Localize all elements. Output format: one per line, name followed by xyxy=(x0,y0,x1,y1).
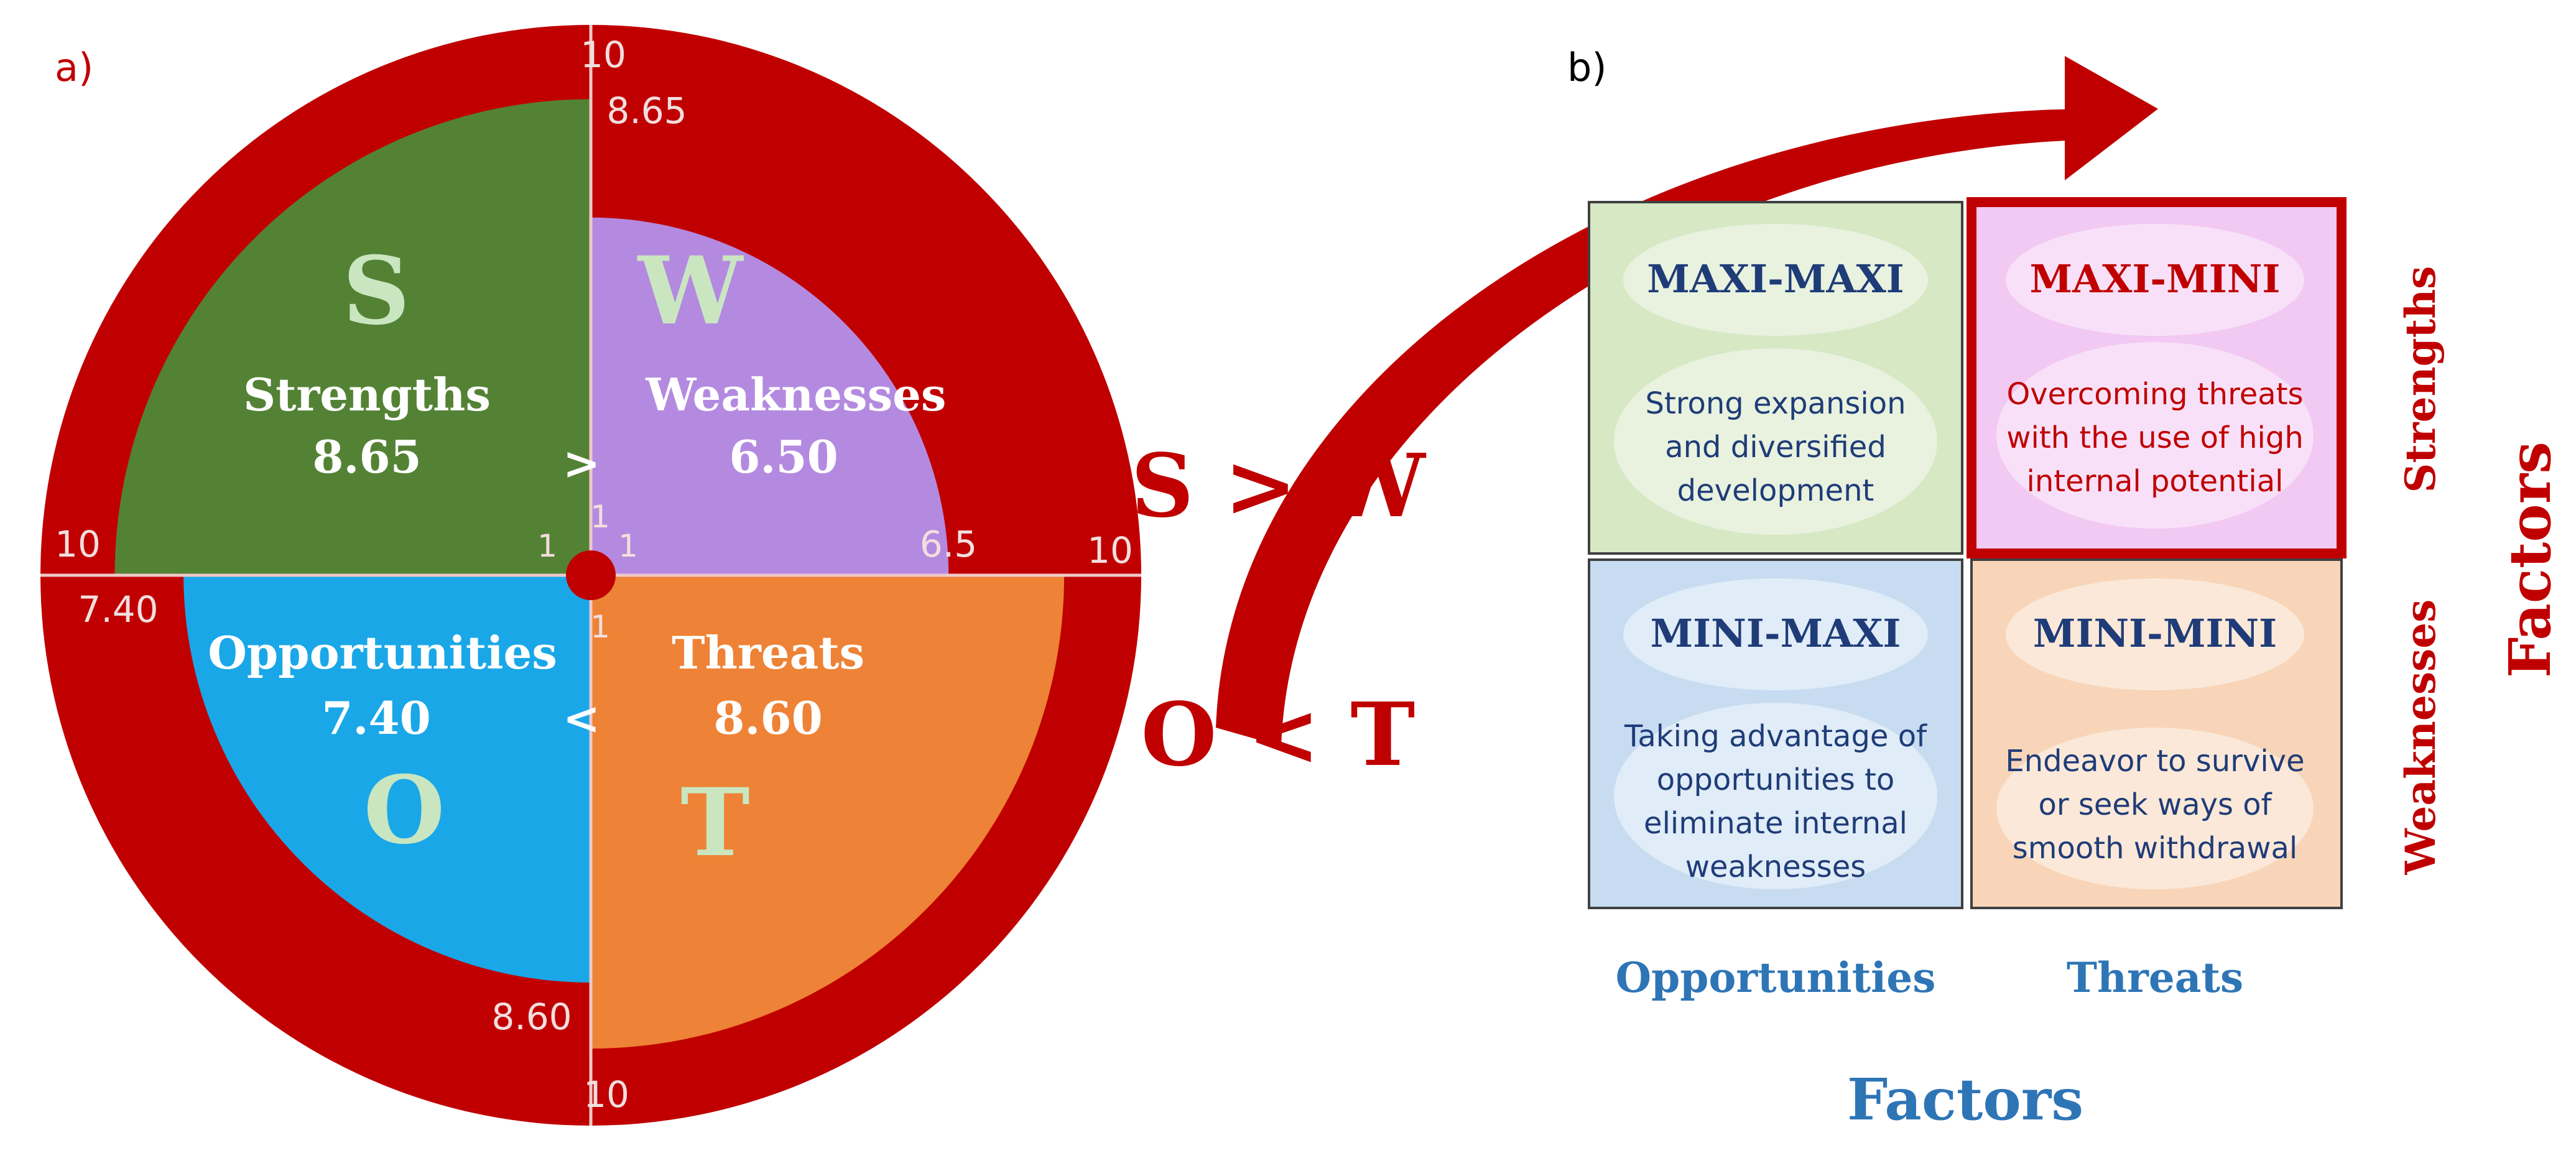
center-dot xyxy=(566,550,616,600)
col-axis-title: Factors xyxy=(1847,1066,2083,1133)
axis-center-right: 1 xyxy=(618,528,638,564)
cell-mini-maxi: MINI-MAXI Taking advantage of opportunit… xyxy=(1588,558,1963,909)
opportunities-quadrant xyxy=(183,575,591,983)
cell-maxi-mini-text-ellipse xyxy=(1996,342,2314,529)
threats-label: Threats xyxy=(672,626,864,679)
axis-right-max: 10 xyxy=(1087,529,1133,572)
strengths-quadrant xyxy=(114,99,591,576)
axis-right-value: 6.5 xyxy=(920,523,977,565)
cell-mini-mini-box xyxy=(1970,558,2343,909)
row-label-strengths: Strengths xyxy=(2396,266,2445,493)
panel-b-label: b) xyxy=(1567,45,1607,90)
cell-mini-mini-line-2: or seek ways of xyxy=(2038,787,2272,822)
cell-mini-maxi-box xyxy=(1588,558,1963,909)
opportunities-label: Opportunities xyxy=(208,626,557,679)
axis-center-bottom: 1 xyxy=(590,609,610,645)
strengths-letter: S xyxy=(343,236,410,346)
strengths-label: Strengths xyxy=(243,368,491,421)
cell-maxi-maxi-title: MAXI-MAXI xyxy=(1647,256,1904,302)
cell-maxi-maxi-line-3: development xyxy=(1677,473,1874,508)
cell-mini-maxi-title: MINI-MAXI xyxy=(1651,611,1901,656)
cell-maxi-maxi-box xyxy=(1588,201,1963,555)
cell-maxi-maxi-title-ellipse xyxy=(1623,224,1928,336)
axis-top-max: 10 xyxy=(580,34,626,76)
row-axis-title: Factors xyxy=(2496,442,2564,678)
cell-mini-mini-text-ellipse xyxy=(1996,728,2314,889)
cell-maxi-mini-title: MAXI-MINI xyxy=(2030,256,2281,302)
threats-quadrant xyxy=(591,575,1065,1049)
axis-left-value: 7.40 xyxy=(78,588,158,631)
col-label-threats: Threats xyxy=(2067,953,2243,1002)
axis-top-value: 8.65 xyxy=(606,90,687,132)
axis-left-max: 10 xyxy=(55,523,101,565)
weaknesses-value: 6.50 xyxy=(729,430,838,483)
axis-center-left: 1 xyxy=(537,528,557,564)
compare-sw-symbol: > xyxy=(563,437,600,489)
strengths-value: 8.65 xyxy=(312,430,421,483)
axis-bottom-max: 10 xyxy=(583,1073,629,1116)
cell-maxi-maxi-line-2: and diversified xyxy=(1665,430,1886,465)
cell-mini-maxi-title-ellipse xyxy=(1623,578,1928,690)
strategy-matrix: MAXI-MAXI Strong expansion and diversifi… xyxy=(1588,197,2347,909)
comparison-sw: S > W xyxy=(1131,435,1426,537)
cell-mini-mini: MINI-MINI Endeavor to survive or seek wa… xyxy=(1970,558,2343,909)
swot-wheel: S W O T Strengths 8.65 Weaknesses 6.50 O… xyxy=(40,25,1141,1126)
threats-letter: T xyxy=(680,768,750,877)
weaknesses-quadrant xyxy=(591,217,949,575)
threats-value: 8.60 xyxy=(713,692,822,744)
cell-mini-mini-title-ellipse xyxy=(2006,578,2304,690)
cell-mini-maxi-text-ellipse xyxy=(1614,703,1937,889)
cell-maxi-maxi-text-ellipse xyxy=(1614,348,1937,535)
compare-ot-symbol: < xyxy=(563,692,600,744)
cell-maxi-mini-line-3: internal potential xyxy=(2027,464,2284,499)
cell-maxi-mini-line-1: Overcoming threats xyxy=(2006,377,2303,412)
panel-a-label: a) xyxy=(55,45,93,90)
cell-mini-mini-title: MINI-MINI xyxy=(2033,611,2277,656)
cell-maxi-maxi-line-1: Strong expansion xyxy=(1645,386,1906,421)
comparison-ot: O < T xyxy=(1141,684,1415,786)
cell-maxi-mini: MAXI-MINI Overcoming threats with the us… xyxy=(1967,197,2347,558)
weaknesses-letter: W xyxy=(637,236,744,346)
opportunities-letter: O xyxy=(364,756,445,865)
cell-mini-maxi-line-3: eliminate internal xyxy=(1644,806,1907,841)
cell-mini-maxi-line-1: Taking advantage of xyxy=(1624,719,1927,754)
weaknesses-label: Weaknesses xyxy=(646,368,947,421)
arrow-head xyxy=(2065,56,2158,180)
axis-center-top: 1 xyxy=(590,499,610,535)
cell-mini-maxi-line-2: opportunities to xyxy=(1657,762,1895,797)
cell-mini-mini-line-1: Endeavor to survive xyxy=(2005,744,2304,779)
axis-bottom-value: 8.60 xyxy=(491,996,572,1038)
col-label-opportunities: Opportunities xyxy=(1616,953,1936,1002)
cell-maxi-mini-box xyxy=(1967,197,2347,558)
cell-maxi-mini-line-2: with the use of high xyxy=(2006,420,2304,455)
opportunities-value: 7.40 xyxy=(322,692,430,744)
row-label-weaknesses: Weaknesses xyxy=(2396,600,2445,876)
cell-mini-mini-line-3: smooth withdrawal xyxy=(2013,831,2297,866)
cell-maxi-mini-title-ellipse xyxy=(2006,224,2304,336)
cell-mini-maxi-line-4: weaknesses xyxy=(1685,850,1866,884)
cell-maxi-maxi: MAXI-MAXI Strong expansion and diversifi… xyxy=(1588,201,1963,555)
